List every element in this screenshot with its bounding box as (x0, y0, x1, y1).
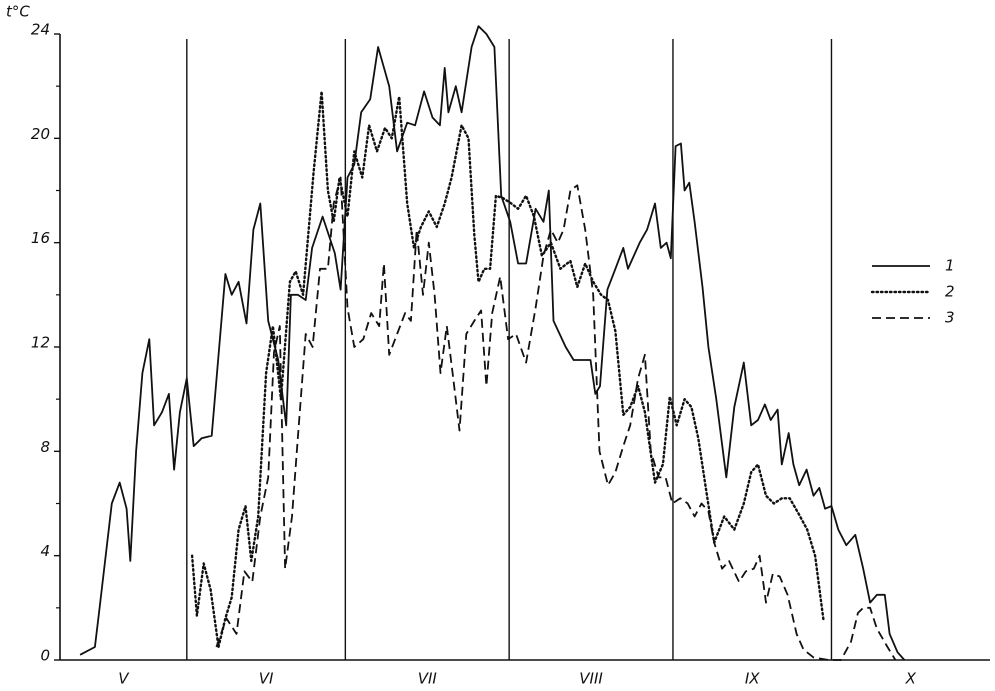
legend-label: 1 (945, 257, 955, 275)
y-tick-label: 4 (40, 542, 50, 560)
x-tick-label: IX (745, 670, 760, 688)
series-line (215, 176, 897, 661)
x-tick-label: VII (418, 670, 438, 688)
series-line (79, 25, 906, 661)
y-tick-label: 16 (31, 229, 50, 247)
y-tick-label: 24 (31, 21, 50, 39)
x-tick-label: VI (259, 670, 274, 688)
x-tick-label: X (905, 670, 917, 688)
y-tick-label: 8 (40, 438, 50, 456)
y-tick-label: 12 (31, 334, 50, 352)
series-line (190, 90, 825, 649)
legend-label: 3 (945, 309, 955, 327)
y-axis-label: t°C (6, 3, 30, 21)
y-tick-label: 20 (31, 125, 50, 143)
x-tick-label: V (118, 670, 130, 688)
x-tick-label: VIII (579, 670, 603, 688)
legend-label: 2 (945, 283, 955, 301)
y-tick-label: 0 (40, 647, 50, 665)
